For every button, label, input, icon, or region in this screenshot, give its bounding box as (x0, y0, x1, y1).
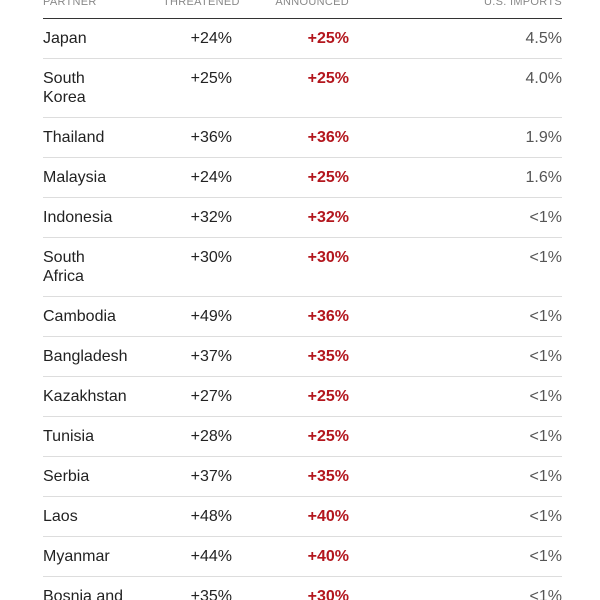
column-header: ANNOUNCED (232, 0, 349, 19)
partner-name: Kazakhstan (43, 388, 127, 405)
cell-imp: 4.5% (349, 18, 562, 59)
table-row: Laos +48% +40% <1% (43, 496, 562, 537)
cell-imp: <1% (349, 536, 562, 577)
cell-threatened: +28% (163, 416, 232, 457)
cell-ann: +36% (232, 117, 349, 158)
cell-threatened: +24% (163, 18, 232, 59)
cell-imp: <1% (349, 496, 562, 537)
cell-ann: +25% (232, 416, 349, 457)
cell-ann: +36% (232, 296, 349, 337)
cell-partner: Cambodia (43, 296, 163, 337)
cell-threatened: +48% (163, 496, 232, 537)
cell-imp: <1% (349, 296, 562, 337)
cell-ann: +25% (232, 58, 349, 118)
cell-ann: +30% (232, 237, 349, 297)
cell-partner: Myanmar (43, 536, 163, 577)
table-row: South Africa +30% +30% <1% (43, 237, 562, 297)
partner-name: Cambodia (43, 308, 116, 325)
partner-name: Laos (43, 508, 78, 525)
column-header: PARTNER (43, 0, 163, 19)
table-row: Japan +24% +25% 4.5% (43, 18, 562, 59)
partner-name: Japan (43, 30, 87, 47)
cell-imp: 4.0% (349, 58, 562, 118)
table-row: Cambodia +49% +36% <1% (43, 296, 562, 337)
cell-threatened: +44% (163, 536, 232, 577)
partner-name: Myanmar (43, 548, 110, 565)
cell-threatened: +36% (163, 117, 232, 158)
partner-name: Serbia (43, 468, 90, 485)
cell-imp: 1.9% (349, 117, 562, 158)
table-row: Malaysia +24% +25% 1.6% (43, 157, 562, 198)
partner-name: Tunisia (43, 428, 94, 445)
cell-ann: +35% (232, 336, 349, 377)
cell-threatened: +37% (163, 336, 232, 377)
header-row: PARTNER THREATENED ANNOUNCED U.S. IMPORTS (43, 0, 562, 19)
table-row: Bosnia and +35% +30% <1% (43, 576, 562, 600)
table-row: Indonesia +32% +32% <1% (43, 197, 562, 238)
partner-name: Indonesia (43, 209, 113, 226)
partner-name: South Korea (43, 70, 86, 106)
cell-threatened: +35% (163, 576, 232, 600)
table-row: Serbia +37% +35% <1% (43, 456, 562, 497)
partner-name: South Africa (43, 249, 85, 285)
cell-threatened: +24% (163, 157, 232, 198)
cell-partner: Japan (43, 18, 163, 59)
cell-partner: Kazakhstan (43, 376, 163, 417)
cell-imp: <1% (349, 197, 562, 238)
cell-ann: +30% (232, 576, 349, 600)
table-row: Thailand +36% +36% 1.9% (43, 117, 562, 158)
cell-ann: +40% (232, 536, 349, 577)
cell-partner: South Korea (43, 58, 163, 118)
cell-partner: Tunisia (43, 416, 163, 457)
cell-ann: +25% (232, 18, 349, 59)
partner-name: Thailand (43, 129, 105, 146)
cell-partner: Indonesia (43, 197, 163, 238)
cell-threatened: +30% (163, 237, 232, 297)
table-row: Kazakhstan +27% +25% <1% (43, 376, 562, 417)
partner-name: Bangladesh (43, 348, 128, 365)
table-row: Tunisia +28% +25% <1% (43, 416, 562, 457)
column-header: THREATENED (163, 0, 239, 19)
cell-partner: Bosnia and (43, 576, 163, 600)
cell-threatened: +49% (163, 296, 232, 337)
cell-ann: +25% (232, 157, 349, 198)
cell-ann: +25% (232, 376, 349, 417)
cell-ann: +40% (232, 496, 349, 537)
cell-partner: Serbia (43, 456, 163, 497)
cell-imp: 1.6% (349, 157, 562, 198)
cell-threatened: +27% (163, 376, 232, 417)
cell-threatened: +32% (163, 197, 232, 238)
cell-imp: <1% (349, 237, 562, 297)
cell-partner: Laos (43, 496, 163, 537)
cell-partner: South Africa (43, 237, 163, 297)
cell-threatened: +37% (163, 456, 232, 497)
partner-name: Bosnia and (43, 588, 124, 600)
table-row: South Korea +25% +25% 4.0% (43, 58, 562, 118)
table-row: Bangladesh +37% +35% <1% (43, 336, 562, 377)
cell-imp: <1% (349, 416, 562, 457)
cell-ann: +35% (232, 456, 349, 497)
table-row: Myanmar +44% +40% <1% (43, 536, 562, 577)
cell-imp: <1% (349, 376, 562, 417)
cell-imp: <1% (349, 456, 562, 497)
tariff-table: PARTNER THREATENED ANNOUNCED U.S. IMPORTS J… (43, 0, 562, 600)
cell-imp: <1% (349, 576, 562, 600)
cell-ann: +32% (232, 197, 349, 238)
cell-imp: <1% (349, 336, 562, 377)
partner-name: Malaysia (43, 169, 107, 186)
column-header: U.S. IMPORTS (349, 0, 562, 19)
cell-partner: Thailand (43, 117, 163, 158)
cell-partner: Bangladesh (43, 336, 163, 377)
cell-threatened: +25% (163, 58, 232, 118)
cell-partner: Malaysia (43, 157, 163, 198)
